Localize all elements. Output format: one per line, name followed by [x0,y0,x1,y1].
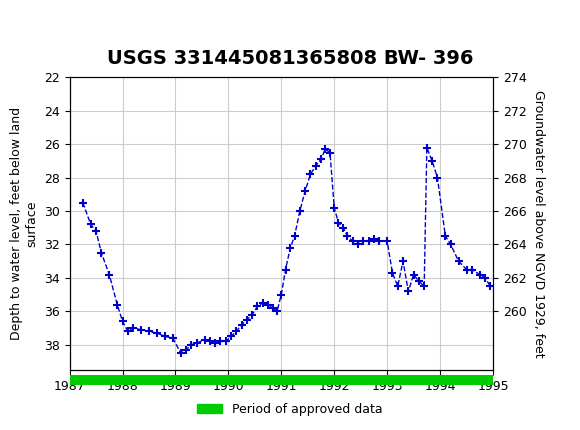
Text: USGS 331445081365808 BW- 396: USGS 331445081365808 BW- 396 [107,49,473,68]
Y-axis label: Depth to water level, feet below land
surface: Depth to water level, feet below land su… [10,107,38,340]
Text: ▪: ▪ [6,12,24,40]
Y-axis label: Groundwater level above NGVD 1929, feet: Groundwater level above NGVD 1929, feet [532,90,545,357]
Text: ≡USGS: ≡USGS [12,16,70,35]
Legend: Period of approved data: Period of approved data [192,398,388,421]
